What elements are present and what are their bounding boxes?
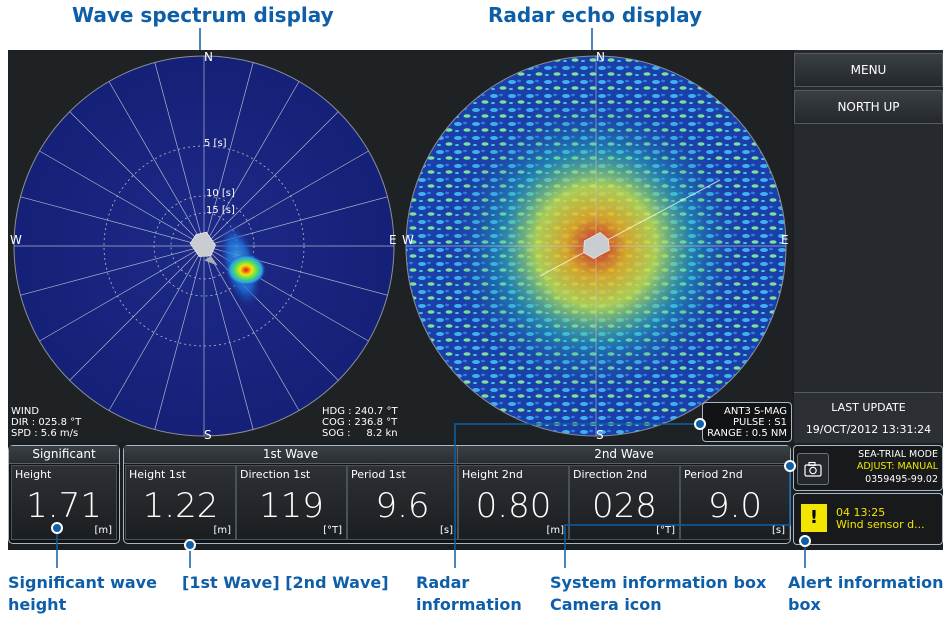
alert-time: 04 13:25	[836, 506, 886, 519]
wave-spectrum-plot	[8, 50, 400, 442]
callout-significant-line1: Significant wave	[8, 573, 157, 592]
callout-significant-line2: height	[8, 595, 67, 614]
camera-icon	[804, 461, 822, 477]
wave1-period-unit: [s]	[439, 525, 453, 536]
alert-information-box[interactable]: ! 04 13:25 Wind sensor d...	[793, 493, 943, 545]
wave1-height-label: Height 1st	[129, 468, 186, 481]
wave1-direction-unit: [°T]	[323, 525, 342, 536]
last-update-value: 19/OCT/2012 13:31:24	[805, 423, 932, 436]
callout-significant-wave: Significant wave height	[8, 572, 157, 616]
radar-south-label: S	[596, 428, 604, 442]
radar-information-box: ANT3 S-MAG PULSE : S1 RANGE : 0.5 NM	[702, 402, 792, 442]
significant-height-unit: [m]	[94, 525, 112, 536]
ring-5s-label: 5 [s]	[204, 138, 227, 149]
alert-message: Wind sensor d...	[836, 518, 925, 531]
callout-waves-line1: [1st Wave] [2nd Wave]	[182, 573, 389, 592]
callout-system-line1: System information box	[550, 573, 767, 592]
wave2-header: 2nd Wave	[458, 446, 790, 464]
wave2-height-value: 0.80	[475, 486, 552, 526]
camera-button[interactable]	[797, 453, 829, 485]
system-mode: SEA-TRIAL MODE	[858, 449, 938, 460]
wave2-direction-value: 028	[592, 486, 657, 526]
main-screen: N S W E 5 [s] 10 [s] 15 [s] WIND DIR : 0…	[8, 50, 943, 550]
callout-radar-line2: information	[416, 595, 522, 614]
wave2-period-cell: Period 2nd 9.0 [s]	[680, 465, 790, 540]
spectrum-north-label: N	[204, 50, 213, 64]
callout-alert-line2: box	[788, 595, 821, 614]
wave2-period-value: 9.0	[707, 486, 763, 526]
callout-radar-echo: Radar echo display	[488, 3, 703, 27]
significant-height-cell: Height 1.71 [m]	[11, 465, 117, 540]
system-serial: 0359495-99.02	[865, 474, 938, 485]
radar-echo-display: N S W E ANT3 S-MAG PULSE : S1 RANGE : 0.…	[400, 50, 792, 442]
radar-east-label: E	[781, 233, 789, 247]
wave1-header-label: 1st Wave	[262, 447, 319, 461]
wave1-header: 1st Wave	[124, 446, 458, 464]
significant-header: Significant	[9, 446, 119, 464]
wave1-height-value: 1.22	[142, 486, 219, 526]
radar-range: RANGE : 0.5 NM	[707, 428, 787, 439]
callout-radar-info: Radar information	[416, 572, 522, 616]
cog-readout: COG : 236.8 °T	[322, 417, 398, 428]
wave1-direction-cell: Direction 1st 119 [°T]	[236, 465, 347, 540]
wind-speed: SPD : 5.6 m/s	[11, 428, 79, 439]
wave1-period-cell: Period 1st 9.6 [s]	[347, 465, 458, 540]
wave1-direction-label: Direction 1st	[240, 468, 311, 481]
callout-radar-line1: Radar	[416, 573, 470, 592]
spectrum-west-label: W	[10, 233, 22, 247]
wind-direction: DIR : 025.8 °T	[11, 417, 82, 428]
radar-north-label: N	[596, 50, 605, 64]
wave2-direction-unit: [°T]	[656, 525, 675, 536]
ring-10s-label: 10 [s]	[206, 188, 235, 199]
system-information-box: SEA-TRIAL MODE ADJUST: MANUAL 0359495-99…	[793, 445, 943, 491]
spectrum-east-label: E	[389, 233, 397, 247]
heading-readout: HDG : 240.7 °T	[322, 406, 398, 417]
significant-height-label: Height	[15, 468, 52, 481]
system-adjust: ADJUST: MANUAL	[856, 461, 938, 472]
wave-spectrum-display: N S W E 5 [s] 10 [s] 15 [s] WIND DIR : 0…	[8, 50, 400, 442]
wind-label: WIND	[11, 406, 40, 417]
significant-wave-box: Significant Height 1.71 [m]	[8, 445, 120, 544]
callout-system-info: System information box Camera icon	[550, 572, 766, 616]
callout-system-line2: Camera icon	[550, 595, 662, 614]
north-up-button[interactable]: NORTH UP	[794, 90, 943, 124]
wave2-height-label: Height 2nd	[462, 468, 523, 481]
radar-west-label: W	[402, 233, 414, 247]
callout-wave-spectrum: Wave spectrum display	[72, 3, 334, 27]
radar-antenna: ANT3 S-MAG	[724, 406, 787, 417]
wave2-direction-label: Direction 2nd	[573, 468, 648, 481]
wave2-period-label: Period 2nd	[684, 468, 743, 481]
wave1-direction-value: 119	[259, 486, 324, 526]
wave2-direction-cell: Direction 2nd 028 [°T]	[569, 465, 680, 540]
wave1-period-value: 9.6	[375, 486, 430, 526]
wave1-height-unit: [m]	[213, 525, 231, 536]
last-update-label: LAST UPDATE	[831, 401, 906, 414]
wave2-period-unit: [s]	[771, 525, 785, 536]
significant-height-value: 1.71	[26, 486, 102, 526]
callout-alert-line1: Alert information	[788, 573, 944, 592]
wave1-period-label: Period 1st	[351, 468, 406, 481]
spectrum-south-label: S	[204, 428, 212, 442]
radar-pulse: PULSE : S1	[732, 417, 787, 428]
wave-info-box: 1st Wave 2nd Wave Height 1st 1.22 [m] Di…	[123, 445, 791, 544]
sog-readout: SOG : 8.2 kn	[322, 428, 398, 439]
callout-waves: [1st Wave] [2nd Wave]	[182, 572, 389, 594]
wave2-header-label: 2nd Wave	[594, 447, 654, 461]
wave1-height-cell: Height 1st 1.22 [m]	[125, 465, 236, 540]
wave2-height-unit: [m]	[546, 525, 564, 536]
warning-icon: !	[801, 504, 827, 532]
ring-15s-label: 15 [s]	[206, 205, 235, 216]
menu-button[interactable]: MENU	[794, 53, 943, 87]
last-update-panel: LAST UPDATE 19/OCT/2012 13:31:24	[794, 392, 943, 443]
wave2-height-cell: Height 2nd 0.80 [m]	[458, 465, 569, 540]
radar-echo-plot	[400, 50, 792, 442]
callout-alert-info: Alert information box	[788, 572, 944, 616]
